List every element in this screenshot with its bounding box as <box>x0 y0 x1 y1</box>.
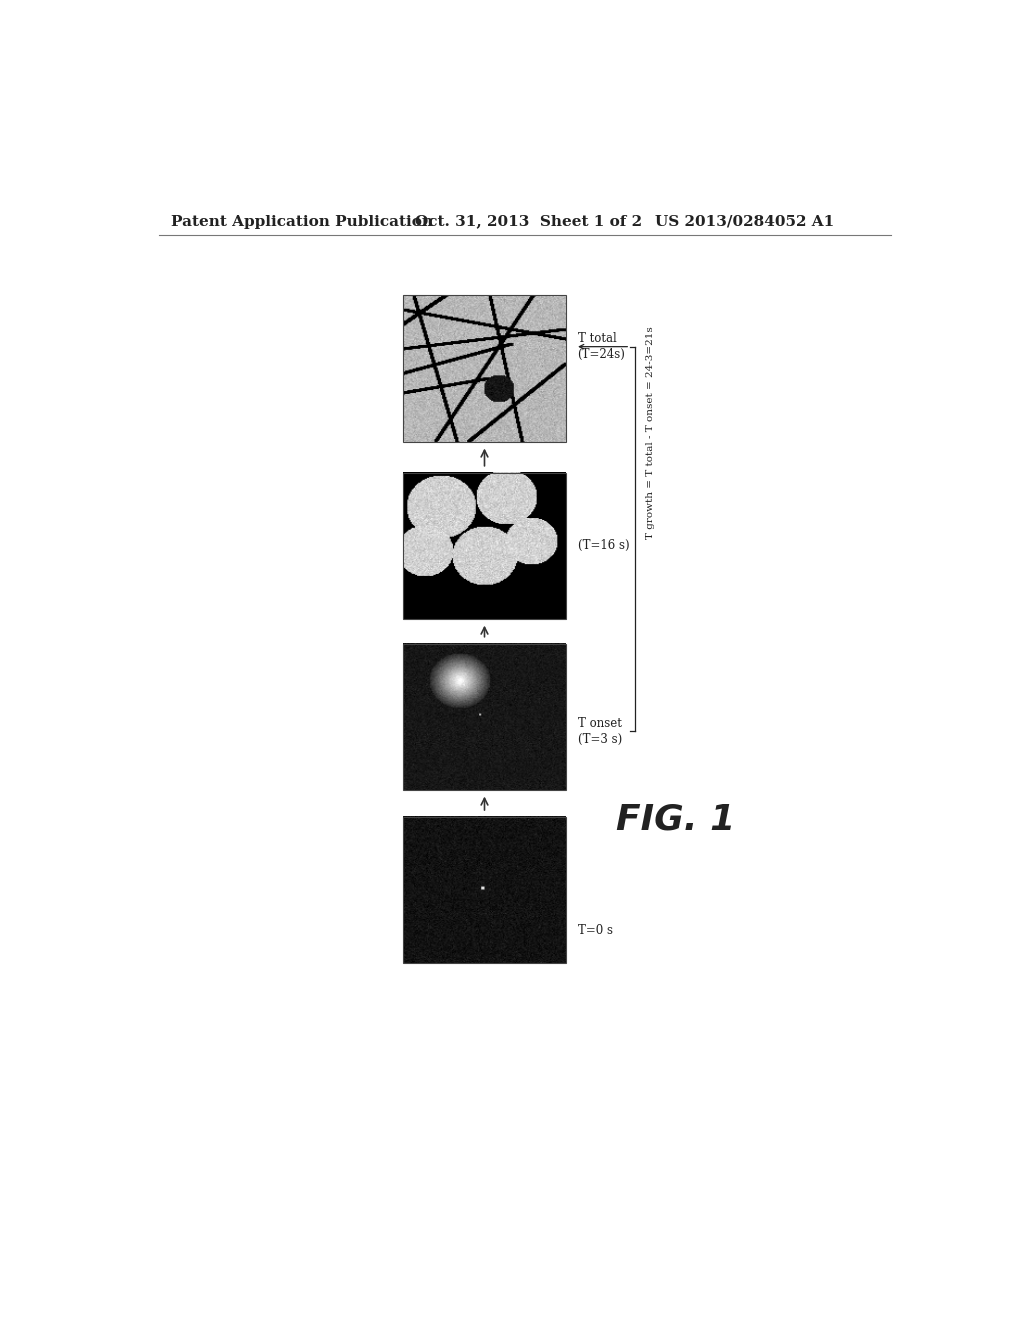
Text: US 2013/0284052 A1: US 2013/0284052 A1 <box>655 215 835 228</box>
Text: Oct. 31, 2013  Sheet 1 of 2: Oct. 31, 2013 Sheet 1 of 2 <box>415 215 642 228</box>
Bar <box>403 644 566 789</box>
Bar <box>403 296 566 442</box>
Text: (T=16 s): (T=16 s) <box>578 539 629 552</box>
Text: Patent Application Publication: Patent Application Publication <box>171 215 432 228</box>
Bar <box>403 473 566 619</box>
Text: T growth = T total - T onset = 24-3=21s: T growth = T total - T onset = 24-3=21s <box>646 326 655 539</box>
Text: T=0 s: T=0 s <box>578 924 612 937</box>
Text: T total
(T=24s): T total (T=24s) <box>578 333 626 362</box>
Bar <box>403 817 566 964</box>
Text: FIG. 1: FIG. 1 <box>616 803 735 836</box>
Text: T onset
(T=3 s): T onset (T=3 s) <box>578 717 622 746</box>
